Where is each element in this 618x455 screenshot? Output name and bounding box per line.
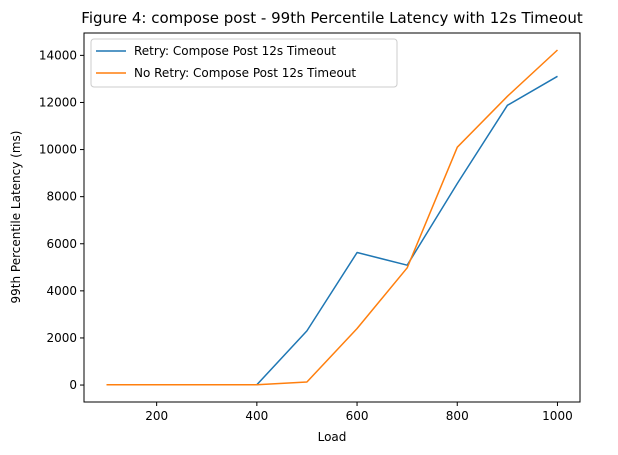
y-tick-label: 14000 (39, 48, 77, 62)
y-tick-label: 0 (69, 378, 77, 392)
x-axis-ticks: 200 400 600 800 1000 (145, 402, 573, 423)
y-tick-label: 10000 (39, 143, 77, 157)
y-tick-label: 4000 (46, 284, 77, 298)
x-tick-label: 800 (446, 409, 469, 423)
y-tick-label: 2000 (46, 331, 77, 345)
y-tick-label: 8000 (46, 190, 77, 204)
legend-label: No Retry: Compose Post 12s Timeout (134, 66, 356, 80)
x-tick-label: 400 (245, 409, 268, 423)
legend: Retry: Compose Post 12s Timeout No Retry:… (90, 38, 398, 88)
y-axis-ticks: 0 2000 4000 6000 8000 10000 12000 14000 (39, 48, 84, 392)
chart-title: Figure 4: compose post - 99th Percentile… (81, 9, 583, 27)
plot-frame (83, 32, 581, 403)
y-axis-label: 99th Percentile Latency (ms) (9, 131, 23, 304)
y-tick-label: 6000 (46, 237, 77, 251)
series-line-retry (106, 75, 558, 386)
series-line-no-retry (106, 49, 559, 386)
y-tick-label: 12000 (39, 95, 77, 109)
series-lines (106, 49, 559, 386)
legend-label: Retry: Compose Post 12s Timeout (134, 44, 336, 58)
x-tick-label: 200 (145, 409, 168, 423)
x-tick-label: 1000 (542, 409, 573, 423)
x-axis-label: Load (318, 430, 347, 444)
x-tick-label: 600 (346, 409, 369, 423)
legend-box (90, 38, 398, 88)
